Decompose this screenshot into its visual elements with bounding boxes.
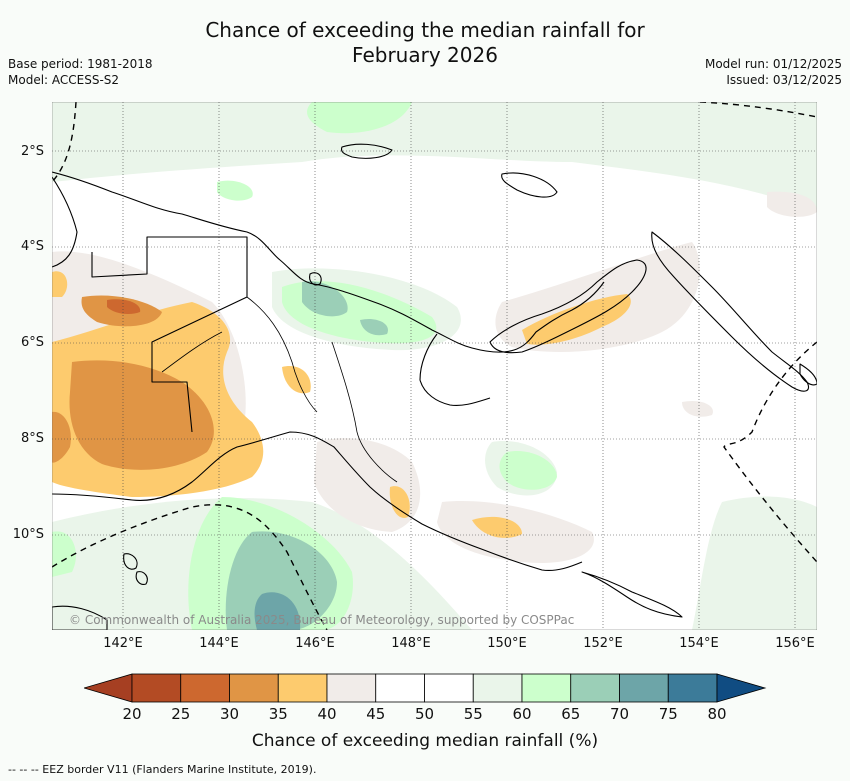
lon-label-156e: 156°E bbox=[775, 636, 815, 651]
land-outlines bbox=[52, 143, 817, 630]
new-guinea-north-coast bbox=[52, 171, 605, 353]
colorbar-cell bbox=[326, 673, 377, 703]
torres-strait-islands bbox=[123, 553, 148, 585]
field-55-60 bbox=[52, 102, 817, 212]
colorbar-cell bbox=[424, 673, 474, 703]
provincial-boundary bbox=[331, 341, 398, 483]
field-25-30 bbox=[107, 299, 141, 315]
probability-fields bbox=[52, 102, 817, 630]
colorbar-tick-label: 60 bbox=[512, 705, 532, 723]
field-60-65 bbox=[499, 451, 557, 490]
issued-date: Issued: 03/12/2025 bbox=[726, 73, 842, 87]
field-65-70 bbox=[302, 281, 348, 317]
new-ireland bbox=[651, 231, 810, 392]
model-info: Base period: 1981-2018 Model: ACCESS-S2 bbox=[8, 56, 153, 88]
colorbar-tick-label: 50 bbox=[414, 705, 435, 723]
eez-legend-note: -- -- -- EEZ border V11 (Flanders Marine… bbox=[8, 763, 317, 776]
colorbar-tick-label: 20 bbox=[122, 705, 142, 723]
eez-border bbox=[699, 102, 817, 118]
field-65-70 bbox=[225, 531, 337, 630]
provincial-boundary bbox=[246, 296, 318, 413]
colorbar-cell bbox=[229, 673, 279, 703]
colorbar-cell bbox=[131, 673, 182, 703]
eez-border bbox=[723, 341, 817, 563]
lon-label-148e: 148°E bbox=[391, 636, 431, 651]
colorbar-tick-label: 80 bbox=[707, 705, 727, 723]
colorbar-cell bbox=[570, 673, 620, 703]
field-35-40 bbox=[282, 366, 311, 394]
model-run-date: Model run: 01/12/2025 bbox=[704, 57, 842, 71]
title-line-2: February 2026 bbox=[352, 43, 498, 67]
title-line-1: Chance of exceeding the median rainfall … bbox=[205, 18, 645, 42]
field-60-65 bbox=[307, 102, 412, 134]
eez-borders bbox=[52, 102, 817, 630]
colorbar-tick-label: 35 bbox=[268, 705, 288, 723]
colorbar-cell bbox=[277, 673, 328, 703]
colorbar-tick-label: 45 bbox=[366, 705, 386, 723]
manus-island bbox=[340, 143, 393, 159]
colorbar-cell bbox=[375, 673, 425, 703]
west-new-guinea-coast bbox=[52, 176, 78, 268]
cape-york bbox=[52, 605, 108, 630]
field-70-75 bbox=[254, 592, 301, 630]
field-55-60 bbox=[692, 496, 817, 630]
colorbar-over-arrow bbox=[716, 673, 767, 703]
lon-label-150e: 150°E bbox=[487, 636, 527, 651]
lat-label-10s: 10°S bbox=[12, 527, 44, 542]
colorbar-tick-label: 75 bbox=[658, 705, 678, 723]
lat-label-2s: 2°S bbox=[20, 144, 44, 159]
field-35-40 bbox=[522, 294, 631, 345]
colorbar-under-arrow bbox=[84, 673, 133, 703]
base-period: Base period: 1981-2018 bbox=[8, 57, 153, 71]
colorbar-cell bbox=[667, 673, 718, 703]
provincial-boundary bbox=[161, 331, 223, 373]
lon-label-142e: 142°E bbox=[103, 636, 143, 651]
model-name: Model: ACCESS-S2 bbox=[8, 73, 120, 87]
colorbar-tick-label: 70 bbox=[609, 705, 630, 723]
new-guinea-south-coast bbox=[52, 431, 583, 571]
field-30-35 bbox=[69, 360, 214, 470]
copyright-notice: © Commonwealth of Australia 2025, Bureau… bbox=[69, 613, 575, 627]
new-britain bbox=[489, 259, 647, 354]
field-65-70 bbox=[360, 318, 388, 336]
rainfall-map bbox=[52, 102, 817, 630]
field-40-45 bbox=[767, 191, 817, 217]
dentrecasteaux-islands bbox=[581, 571, 683, 618]
field-60-65 bbox=[52, 531, 76, 577]
colorbar-tick-label: 25 bbox=[171, 705, 191, 723]
colorbar-cell bbox=[521, 673, 572, 703]
eez-border bbox=[52, 102, 77, 183]
lon-label-152e: 152°E bbox=[583, 636, 623, 651]
karkar-island bbox=[309, 272, 322, 286]
new-hanover bbox=[501, 172, 558, 198]
colorbar-tick-label: 40 bbox=[317, 705, 337, 723]
lon-label-154e: 154°E bbox=[679, 636, 719, 651]
colorbar-tick-label: 65 bbox=[561, 705, 581, 723]
graticule bbox=[52, 102, 817, 630]
lat-label-6s: 6°S bbox=[20, 335, 44, 350]
colorbar-cell bbox=[180, 673, 230, 703]
map-title: Chance of exceeding the median rainfall … bbox=[0, 18, 850, 68]
field-60-65 bbox=[217, 180, 253, 201]
eez-border bbox=[52, 504, 328, 630]
colorbar-cells bbox=[131, 673, 718, 703]
colorbar-title: Chance of exceeding median rainfall (%) bbox=[251, 731, 599, 751]
lat-label-4s: 4°S bbox=[20, 239, 44, 254]
field-35-40 bbox=[472, 516, 522, 538]
field-40-45 bbox=[682, 400, 713, 417]
field-30-35 bbox=[52, 411, 71, 463]
colorbar bbox=[84, 673, 767, 703]
international-border bbox=[91, 236, 248, 433]
lon-label-146e: 146°E bbox=[295, 636, 335, 651]
colorbar-tick-label: 30 bbox=[219, 705, 240, 723]
colorbar-cell bbox=[619, 673, 669, 703]
run-info: Model run: 01/12/2025 Issued: 03/12/2025 bbox=[705, 56, 842, 88]
lat-label-8s: 8°S bbox=[20, 431, 44, 446]
field-35-40 bbox=[389, 486, 410, 518]
lon-label-144e: 144°E bbox=[199, 636, 239, 651]
field-35-40 bbox=[52, 271, 68, 297]
huon-peninsula bbox=[419, 333, 491, 406]
colorbar-tick-label: 55 bbox=[463, 705, 483, 723]
colorbar-cell bbox=[472, 673, 523, 703]
